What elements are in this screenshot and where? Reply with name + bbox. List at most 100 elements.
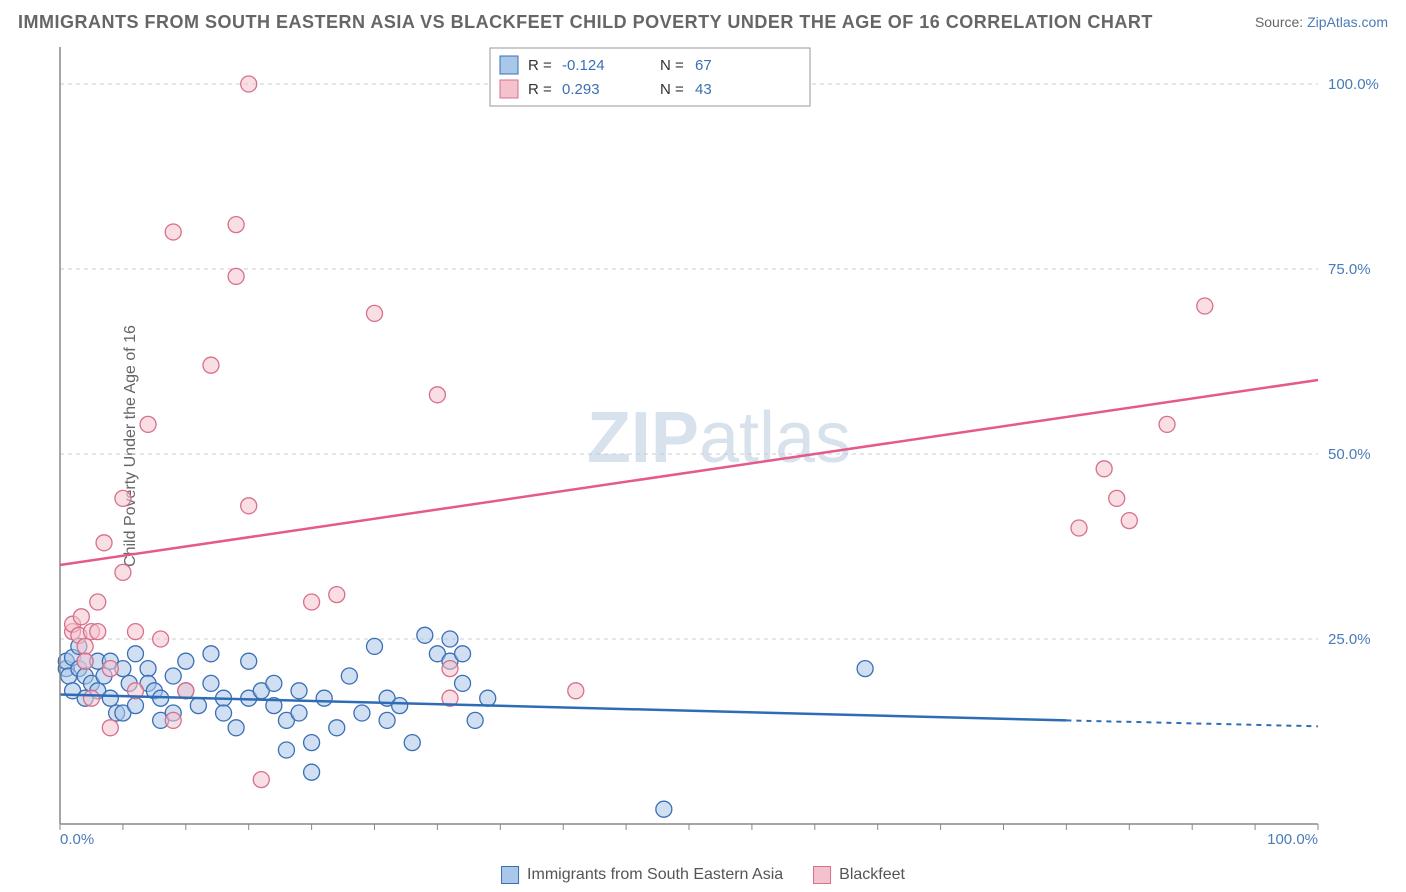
data-point-series-1 bbox=[90, 624, 106, 640]
data-point-series-1 bbox=[1109, 490, 1125, 506]
data-point-series-1 bbox=[115, 490, 131, 506]
x-tick-label: 0.0% bbox=[60, 831, 94, 844]
data-point-series-1 bbox=[127, 624, 143, 640]
data-point-series-1 bbox=[329, 587, 345, 603]
data-point-series-0 bbox=[203, 675, 219, 691]
legend-bottom: Immigrants from South Eastern Asia Black… bbox=[501, 866, 905, 884]
legend-r-value: 0.293 bbox=[562, 81, 600, 98]
legend-item-series-a: Immigrants from South Eastern Asia bbox=[501, 866, 783, 884]
data-point-series-0 bbox=[278, 742, 294, 758]
data-point-series-0 bbox=[228, 720, 244, 736]
source-link[interactable]: ZipAtlas.com bbox=[1307, 14, 1388, 30]
chart-title: IMMIGRANTS FROM SOUTH EASTERN ASIA VS BL… bbox=[18, 12, 1153, 33]
y-tick-label: 25.0% bbox=[1328, 631, 1371, 648]
data-point-series-1 bbox=[1096, 461, 1112, 477]
data-point-series-1 bbox=[77, 653, 93, 669]
data-point-series-0 bbox=[379, 712, 395, 728]
data-point-series-0 bbox=[417, 627, 433, 643]
data-point-series-1 bbox=[83, 690, 99, 706]
data-point-series-0 bbox=[404, 735, 420, 751]
data-point-series-0 bbox=[216, 705, 232, 721]
legend-stats-swatch bbox=[500, 56, 518, 74]
data-point-series-0 bbox=[480, 690, 496, 706]
data-point-series-1 bbox=[241, 76, 257, 92]
legend-n-value: 43 bbox=[695, 81, 712, 98]
data-point-series-0 bbox=[455, 646, 471, 662]
watermark: ZIPatlas bbox=[587, 398, 851, 478]
data-point-series-0 bbox=[241, 653, 257, 669]
data-point-series-0 bbox=[190, 698, 206, 714]
data-point-series-1 bbox=[241, 498, 257, 514]
data-point-series-0 bbox=[102, 690, 118, 706]
data-point-series-1 bbox=[253, 772, 269, 788]
data-point-series-1 bbox=[304, 594, 320, 610]
legend-stats-swatch bbox=[500, 80, 518, 98]
data-point-series-1 bbox=[115, 564, 131, 580]
data-point-series-0 bbox=[178, 653, 194, 669]
source-attribution: Source: ZipAtlas.com bbox=[1255, 14, 1388, 30]
data-point-series-0 bbox=[392, 698, 408, 714]
data-point-series-1 bbox=[165, 224, 181, 240]
legend-item-series-b: Blackfeet bbox=[813, 866, 905, 884]
legend-swatch-b bbox=[813, 866, 831, 884]
data-point-series-1 bbox=[1071, 520, 1087, 536]
data-point-series-1 bbox=[77, 638, 93, 654]
data-point-series-0 bbox=[127, 698, 143, 714]
data-point-series-0 bbox=[656, 801, 672, 817]
data-point-series-0 bbox=[304, 735, 320, 751]
data-point-series-1 bbox=[102, 720, 118, 736]
data-point-series-0 bbox=[291, 705, 307, 721]
data-point-series-1 bbox=[73, 609, 89, 625]
data-point-series-0 bbox=[455, 675, 471, 691]
legend-n-value: 67 bbox=[695, 57, 712, 74]
data-point-series-1 bbox=[96, 535, 112, 551]
data-point-series-1 bbox=[367, 305, 383, 321]
source-prefix: Source: bbox=[1255, 14, 1307, 30]
data-point-series-0 bbox=[354, 705, 370, 721]
data-point-series-1 bbox=[228, 217, 244, 233]
data-point-series-0 bbox=[467, 712, 483, 728]
legend-label-a: Immigrants from South Eastern Asia bbox=[527, 866, 783, 884]
data-point-series-1 bbox=[102, 661, 118, 677]
data-point-series-1 bbox=[203, 357, 219, 373]
data-point-series-1 bbox=[429, 387, 445, 403]
legend-label-b: Blackfeet bbox=[839, 866, 905, 884]
legend-r-value: -0.124 bbox=[562, 57, 605, 74]
data-point-series-0 bbox=[203, 646, 219, 662]
data-point-series-0 bbox=[266, 675, 282, 691]
data-point-series-0 bbox=[165, 668, 181, 684]
data-point-series-1 bbox=[228, 268, 244, 284]
legend-n-label: N = bbox=[660, 57, 684, 74]
data-point-series-1 bbox=[153, 631, 169, 647]
data-point-series-1 bbox=[568, 683, 584, 699]
data-point-series-0 bbox=[341, 668, 357, 684]
x-tick-label: 100.0% bbox=[1267, 831, 1318, 844]
y-tick-label: 75.0% bbox=[1328, 261, 1371, 278]
scatter-plot: 25.0% 50.0% 75.0% 100.0% ZIPatlas 0.0% 100.0… bbox=[50, 42, 1388, 844]
data-point-series-1 bbox=[1159, 416, 1175, 432]
y-tick-label: 100.0% bbox=[1328, 76, 1379, 93]
data-point-series-1 bbox=[165, 712, 181, 728]
trend-line-dash-series-0 bbox=[1066, 720, 1318, 726]
data-point-series-1 bbox=[1197, 298, 1213, 314]
data-point-series-0 bbox=[304, 764, 320, 780]
data-point-series-1 bbox=[442, 661, 458, 677]
trend-line-series-0 bbox=[60, 695, 1066, 721]
chart-area: 25.0% 50.0% 75.0% 100.0% ZIPatlas 0.0% 100.0… bbox=[50, 42, 1388, 844]
data-point-series-0 bbox=[127, 646, 143, 662]
data-point-series-0 bbox=[140, 661, 156, 677]
data-point-series-0 bbox=[329, 720, 345, 736]
data-point-series-0 bbox=[857, 661, 873, 677]
data-point-series-1 bbox=[90, 594, 106, 610]
legend-r-label: R = bbox=[528, 81, 552, 98]
legend-r-label: R = bbox=[528, 57, 552, 74]
data-point-series-1 bbox=[140, 416, 156, 432]
data-point-series-0 bbox=[367, 638, 383, 654]
data-point-series-1 bbox=[1121, 513, 1137, 529]
y-tick-label: 50.0% bbox=[1328, 446, 1371, 463]
data-point-series-0 bbox=[442, 631, 458, 647]
data-point-series-0 bbox=[316, 690, 332, 706]
legend-n-label: N = bbox=[660, 81, 684, 98]
data-point-series-0 bbox=[291, 683, 307, 699]
legend-swatch-a bbox=[501, 866, 519, 884]
